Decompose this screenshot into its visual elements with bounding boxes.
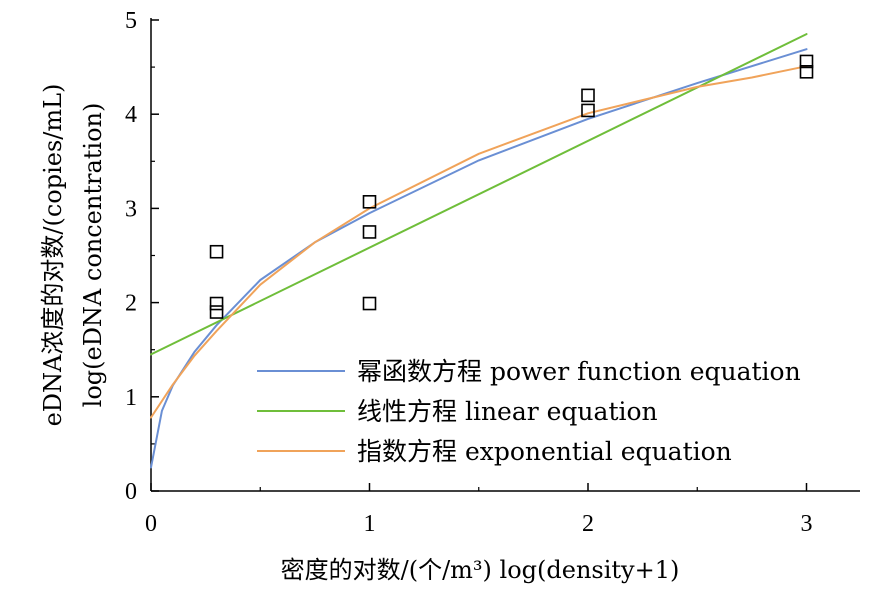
y-tick-label: 2 bbox=[125, 291, 137, 317]
x-axis-title: 密度的对数/(个/m³) log(density+1) bbox=[281, 556, 680, 584]
axes: 0 1 2 3 4 5 0 1 2 3 bbox=[125, 8, 860, 537]
data-point bbox=[362, 195, 377, 209]
data-point bbox=[799, 54, 814, 69]
data-point bbox=[581, 103, 595, 118]
data-point bbox=[209, 296, 224, 311]
y-tick-label: 1 bbox=[125, 385, 137, 411]
data-points bbox=[209, 54, 814, 319]
x-tick-label: 2 bbox=[582, 511, 594, 537]
legend: 幂函数方程 power function equation 线性方程 linear… bbox=[257, 357, 801, 466]
data-point bbox=[581, 88, 595, 103]
x-tick-label: 3 bbox=[801, 511, 813, 537]
data-point bbox=[362, 296, 377, 311]
y-tick-label: 4 bbox=[125, 102, 137, 128]
linear-curve bbox=[150, 33, 808, 356]
legend-item-exponential-label: 指数方程 exponential equation bbox=[357, 437, 732, 466]
legend-item-linear-label: 线性方程 linear equation bbox=[357, 397, 658, 426]
exponential-curve bbox=[150, 65, 808, 419]
y-axis-title-line2: log(eDNA concentration) bbox=[79, 103, 107, 408]
data-point bbox=[362, 225, 377, 239]
x-tick-label: 0 bbox=[145, 511, 157, 537]
y-tick-label: 5 bbox=[125, 8, 137, 34]
power-function-curve bbox=[150, 48, 808, 469]
legend-item-power-label: 幂函数方程 power function equation bbox=[357, 357, 801, 386]
data-point bbox=[209, 305, 224, 319]
fit-curves bbox=[150, 33, 808, 469]
data-point bbox=[799, 65, 814, 79]
y-tick-label: 0 bbox=[125, 479, 137, 505]
x-tick-label: 1 bbox=[364, 511, 376, 537]
y-axis-title-line1: eDNA浓度的对数/(copies/mL) bbox=[39, 84, 67, 427]
data-point bbox=[209, 244, 224, 259]
y-tick-label: 3 bbox=[125, 196, 137, 222]
